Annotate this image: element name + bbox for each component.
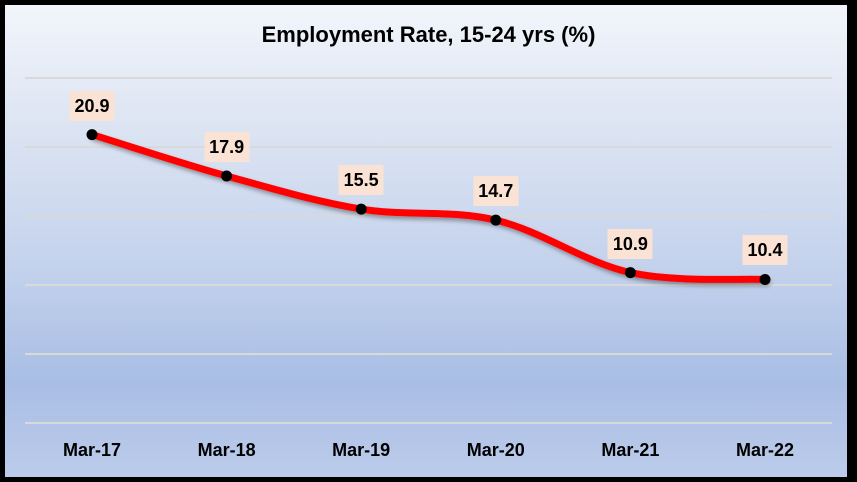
data-point-marker bbox=[759, 273, 771, 285]
data-label: 14.7 bbox=[473, 176, 519, 207]
x-axis-label: Mar-18 bbox=[197, 440, 256, 460]
chart-area bbox=[5, 5, 847, 477]
x-axis-label: Mar-20 bbox=[466, 440, 525, 460]
gridlines bbox=[25, 77, 832, 424]
data-point-marker bbox=[221, 170, 233, 182]
data-label: 17.9 bbox=[204, 131, 250, 162]
series-line bbox=[88, 131, 769, 283]
data-point-marker bbox=[490, 214, 502, 226]
x-axis-label: Mar-19 bbox=[332, 440, 391, 460]
x-axis-label: Mar-17 bbox=[62, 440, 122, 460]
data-label: 20.9 bbox=[69, 90, 115, 121]
data-label: 10.9 bbox=[607, 228, 653, 259]
data-markers bbox=[86, 129, 771, 285]
chart-title: Employment Rate, 15-24 yrs (%) bbox=[261, 22, 596, 47]
data-point-marker bbox=[355, 203, 367, 215]
data-label: 10.4 bbox=[742, 235, 788, 266]
data-label: 15.5 bbox=[338, 165, 384, 196]
x-axis-label: Mar-21 bbox=[601, 440, 660, 460]
data-point-marker bbox=[86, 129, 98, 141]
data-point-marker bbox=[624, 267, 636, 279]
x-axis-label: Mar-22 bbox=[735, 440, 795, 460]
